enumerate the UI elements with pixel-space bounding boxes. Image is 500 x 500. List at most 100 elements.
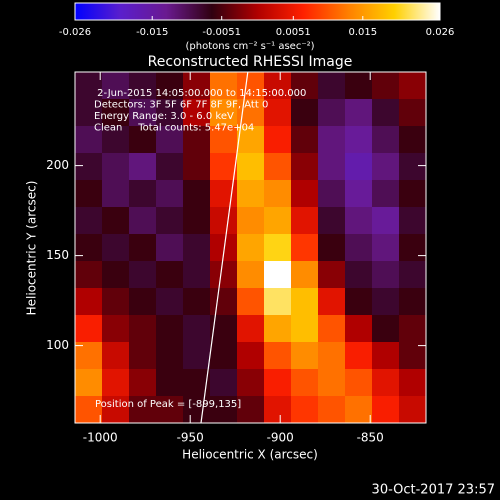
- heatmap-cell: [264, 396, 292, 423]
- heatmap-cell: [129, 72, 157, 100]
- colorbar-tick-label: -0.0051: [202, 27, 241, 38]
- annotation: Detectors: 3F 5F 6F 7F 8F 9F, Att 0: [94, 100, 268, 111]
- heatmap-cell: [129, 180, 157, 208]
- heatmap-cell: [210, 342, 238, 370]
- heatmap-cell: [399, 369, 426, 397]
- heatmap-cell: [75, 315, 103, 343]
- heatmap-cell: [75, 342, 103, 370]
- heatmap-cell: [345, 153, 373, 181]
- heatmap-cell: [102, 180, 130, 208]
- heatmap-cell: [237, 207, 265, 235]
- x-tick-label: -950: [177, 431, 204, 445]
- heatmap-cell: [399, 342, 426, 370]
- heatmap-cell: [345, 342, 373, 370]
- heatmap-cell: [156, 396, 184, 423]
- heatmap-cell: [318, 180, 346, 208]
- colorbar-label: (photons cm⁻² s⁻¹ asec⁻²): [185, 41, 314, 52]
- heatmap-cell: [399, 72, 426, 100]
- heatmap-cell: [318, 396, 346, 423]
- heatmap-cell: [183, 315, 211, 343]
- heatmap-cell: [210, 369, 238, 397]
- heatmap-cell: [156, 315, 184, 343]
- heatmap-cell: [75, 234, 103, 262]
- heatmap-cell: [156, 99, 184, 127]
- x-tick-label: -900: [267, 431, 294, 445]
- heatmap-cell: [156, 72, 184, 100]
- heatmap-cell: [237, 396, 265, 423]
- heatmap-cell: [318, 315, 346, 343]
- heatmap-cell: [102, 153, 130, 181]
- heatmap-cell: [156, 180, 184, 208]
- heatmap-cell: [264, 207, 292, 235]
- heatmap-cell: [345, 315, 373, 343]
- heatmap-cell: [318, 153, 346, 181]
- heatmap-cell: [156, 234, 184, 262]
- heatmap-cell: [102, 315, 130, 343]
- heatmap-cell: [291, 153, 319, 181]
- peak-label: Position of Peak = [-899,135]: [95, 399, 241, 410]
- colorbar-tick-label: 0.026: [426, 27, 455, 38]
- heatmap-cell: [156, 261, 184, 289]
- colorbar-tick-label: -0.015: [136, 27, 168, 38]
- heatmap-cell: [183, 234, 211, 262]
- heatmap-cell: [183, 288, 211, 316]
- limb-line: [200, 72, 249, 423]
- heatmap-cell: [372, 153, 400, 181]
- heatmap-cell: [102, 234, 130, 262]
- heatmap-cell: [291, 396, 319, 423]
- heatmap-cell: [291, 261, 319, 289]
- heatmap-cell: [102, 396, 130, 423]
- heatmap-cell: [156, 207, 184, 235]
- x-tick-label: -850: [357, 431, 384, 445]
- heatmap-cell: [372, 261, 400, 289]
- heatmap-cell: [291, 207, 319, 235]
- colorbar-tick-label: -0.026: [59, 27, 91, 38]
- heatmap-cell: [129, 369, 157, 397]
- heatmap-cell: [183, 99, 211, 127]
- heatmap-cell: [318, 234, 346, 262]
- heatmap-cell: [345, 369, 373, 397]
- heatmap-cell: [102, 72, 130, 100]
- heatmap-cell: [129, 315, 157, 343]
- heatmap-cell: [372, 288, 400, 316]
- heatmap-cell: [183, 180, 211, 208]
- heatmap-cell: [345, 207, 373, 235]
- heatmap-cell: [318, 288, 346, 316]
- heatmap-cell: [75, 369, 103, 397]
- heatmap-cell: [210, 396, 238, 423]
- heatmap-cell: [129, 342, 157, 370]
- heatmap-cell: [318, 99, 346, 127]
- heatmap-cell: [372, 396, 400, 423]
- colorbar-tick-label: 0.015: [348, 27, 377, 38]
- heatmap-cell: [129, 288, 157, 316]
- heatmap-cell: [75, 99, 103, 127]
- heatmap-cell: [372, 315, 400, 343]
- heatmap-cell: [102, 261, 130, 289]
- heatmap-cell: [237, 288, 265, 316]
- x-tick-label: -1000: [83, 431, 118, 445]
- heatmap-cell: [291, 369, 319, 397]
- heatmap-cell: [345, 126, 373, 154]
- heatmap-cell: [156, 369, 184, 397]
- heatmap-cell: [237, 369, 265, 397]
- heatmap-cell: [372, 234, 400, 262]
- heatmap-cell: [372, 99, 400, 127]
- heatmap-cell: [399, 207, 426, 235]
- heatmap-cell: [237, 153, 265, 181]
- heatmap-cell: [129, 207, 157, 235]
- y-tick-label: 100: [46, 338, 69, 352]
- y-tick-label: 200: [46, 158, 69, 172]
- heatmap-cell: [183, 126, 211, 154]
- heatmap-cell: [156, 342, 184, 370]
- heatmap-cell: [210, 72, 238, 100]
- colorbar-tick-label: 0.0051: [276, 27, 311, 38]
- heatmap-cell: [399, 99, 426, 127]
- plot-frame: [74, 71, 427, 424]
- heatmap-cell: [237, 342, 265, 370]
- heatmap-cell: [318, 126, 346, 154]
- heatmap-cell: [264, 288, 292, 316]
- heatmap-cell: [156, 153, 184, 181]
- heatmap-cell: [345, 288, 373, 316]
- heatmap-cell: [156, 126, 184, 154]
- heatmap-cell: [75, 288, 103, 316]
